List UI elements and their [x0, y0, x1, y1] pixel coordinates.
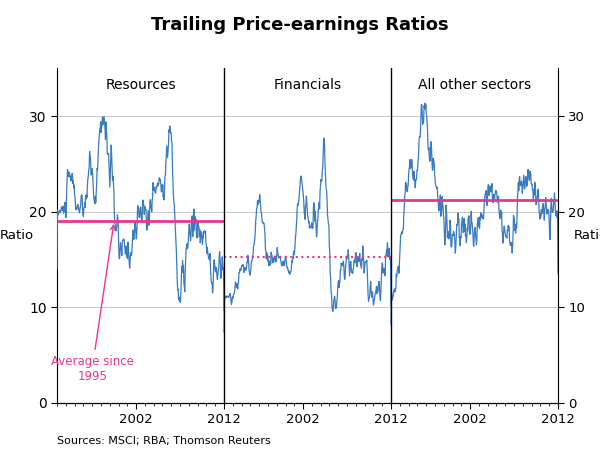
Text: Average since
1995: Average since 1995: [51, 225, 134, 383]
Text: Sources: MSCI; RBA; Thomson Reuters: Sources: MSCI; RBA; Thomson Reuters: [57, 436, 271, 446]
Text: Ratio: Ratio: [574, 229, 600, 242]
Text: Resources: Resources: [105, 78, 176, 92]
Text: Financials: Financials: [274, 78, 341, 92]
Text: Ratio: Ratio: [0, 229, 34, 242]
Text: Trailing Price-earnings Ratios: Trailing Price-earnings Ratios: [151, 16, 449, 34]
Text: All other sectors: All other sectors: [418, 78, 531, 92]
